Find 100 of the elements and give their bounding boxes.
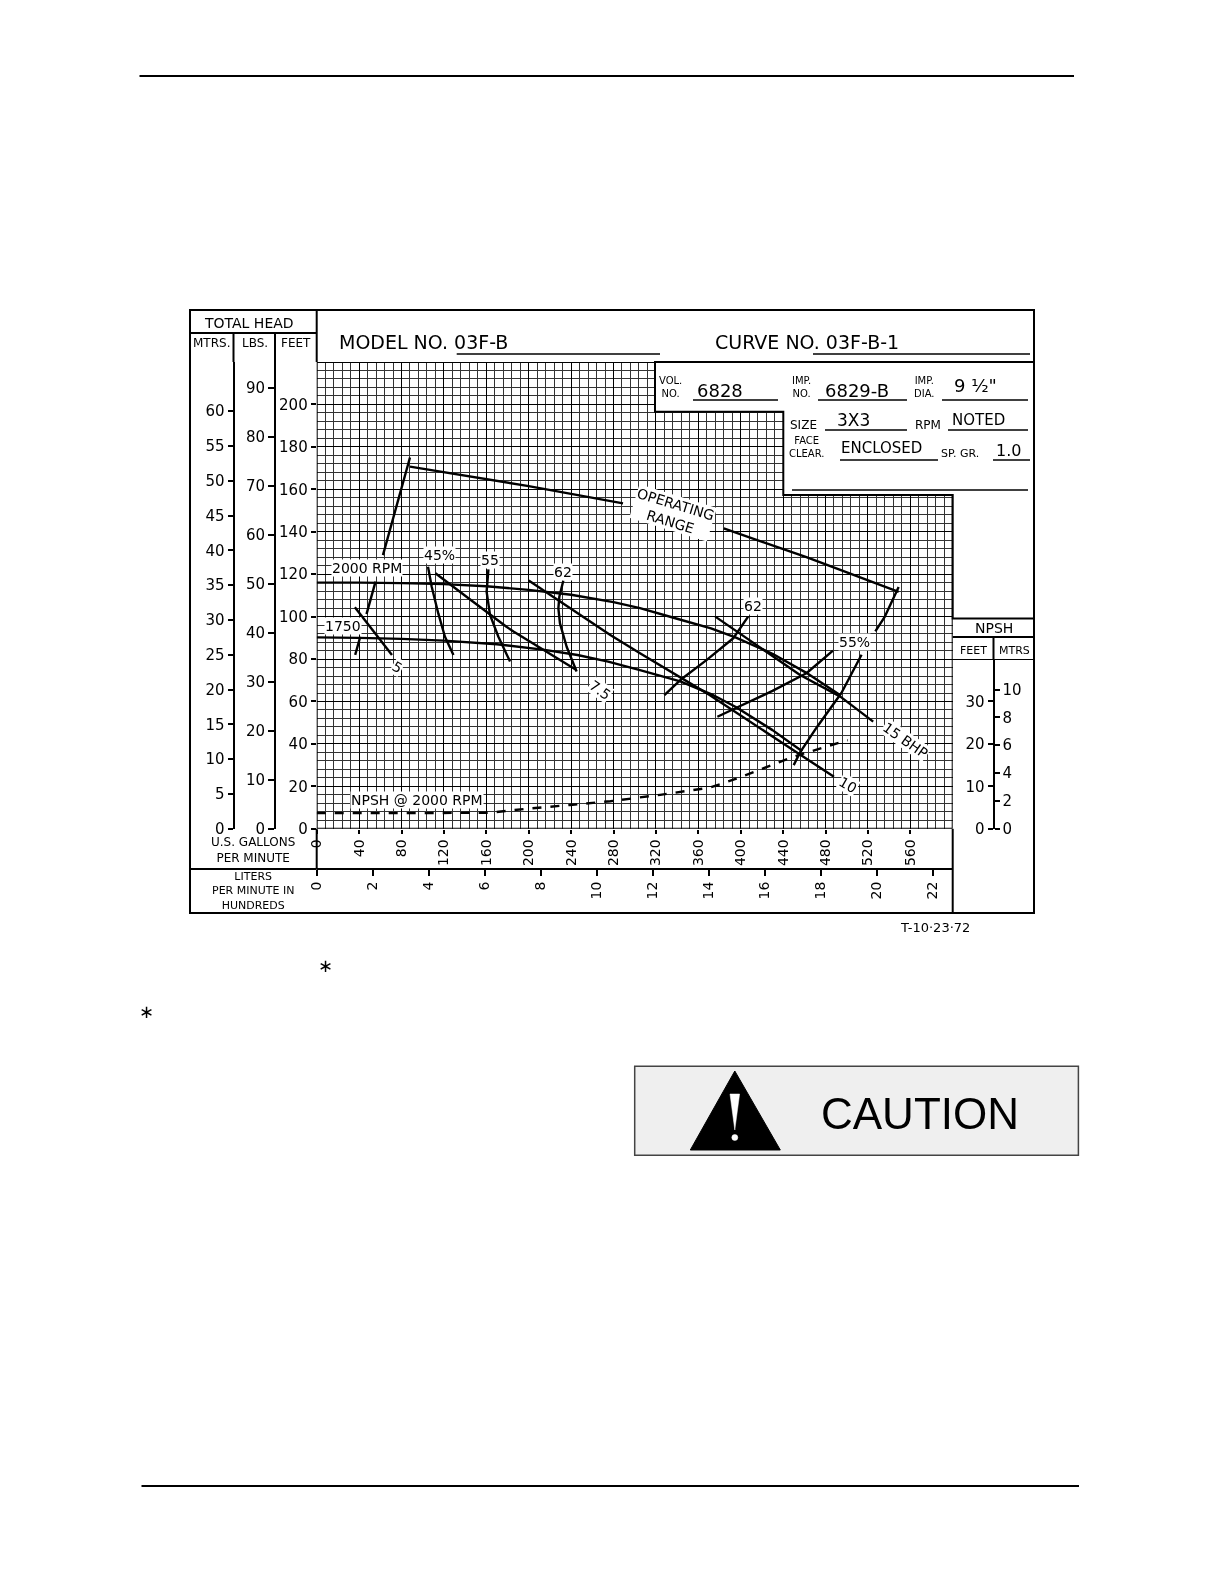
x-tick-label: 560 <box>901 839 918 867</box>
y2-tick-label: 10 <box>1002 680 1022 699</box>
y2-tick-label: 35 <box>205 576 225 595</box>
x2-tick-label: 14 <box>700 881 717 900</box>
annotation: 2000 RPM <box>332 560 403 576</box>
chart-subtitle: CURVE NO. 03F-B-1 <box>715 331 900 353</box>
annotation: NPSH @ 2000 RPM <box>351 792 483 808</box>
y-tick-label: 60 <box>288 692 308 711</box>
y3-tick-label: 40 <box>245 624 265 642</box>
annotation: 62 <box>554 564 572 580</box>
text: NPSH <box>975 620 1014 636</box>
annotation: 62 <box>744 598 762 614</box>
annotation: 5 <box>389 657 406 677</box>
y2-axis-title: MTRS <box>999 644 1030 657</box>
text: CAUTION <box>821 1089 1019 1138</box>
y2-tick-label: 25 <box>205 646 225 665</box>
y2-tick-label: 6 <box>1002 736 1013 755</box>
annotation: 7.5 <box>586 677 614 703</box>
x2-tick-label: 8 <box>532 881 549 891</box>
y3-tick-label: 80 <box>245 427 265 446</box>
annotation: NOTED <box>952 411 1006 429</box>
x2-tick-label: 6 <box>476 881 493 891</box>
x2-tick-label: 10 <box>588 881 605 900</box>
y-tick-label: 160 <box>279 480 308 499</box>
annotation: 6829-B <box>825 380 890 401</box>
x2-tick-label: 0 <box>308 881 325 891</box>
x-tick-label: 440 <box>774 839 791 867</box>
x-tick-label: 160 <box>477 839 494 867</box>
x-tick-label: 360 <box>689 839 706 867</box>
y2-tick-label: 4 <box>1002 764 1013 783</box>
annotation: IMP. NO. <box>792 375 812 399</box>
y3-tick-label: 30 <box>245 673 265 692</box>
x2-tick-label: 18 <box>812 881 829 900</box>
y2-tick-label: 10 <box>205 750 225 769</box>
text: 1.0 <box>996 441 1022 460</box>
x2-tick-label: 16 <box>756 881 773 900</box>
annotation: 6828 <box>697 380 743 401</box>
y2-tick-label: 30 <box>205 611 225 630</box>
y-tick-label: 140 <box>279 523 308 541</box>
y-tick-label: 20 <box>288 777 308 796</box>
x-tick-label: 200 <box>520 839 537 867</box>
y2-tick-label: 20 <box>205 680 225 699</box>
text: TOTAL HEAD <box>204 315 294 331</box>
annotation: RPM <box>915 418 941 432</box>
x-tick-label: 40 <box>350 839 367 858</box>
annotation: FACE CLEAR. <box>789 435 825 459</box>
y-tick-label: 180 <box>279 438 308 457</box>
annotation: VOL. NO. <box>659 375 683 399</box>
y2-tick-label: 15 <box>205 715 225 734</box>
y-tick-label: 80 <box>288 650 308 669</box>
y-axis-title: FEET <box>281 336 312 350</box>
y3-tick-label: 70 <box>245 476 265 495</box>
y-tick-label: 200 <box>279 395 308 414</box>
y3-tick-label: 60 <box>245 525 265 544</box>
y2-tick-label: 60 <box>205 402 225 421</box>
x-tick-label: 400 <box>732 839 749 867</box>
x-tick-label: 280 <box>605 839 622 867</box>
x-tick-label: 240 <box>562 839 579 867</box>
annotation: SIZE <box>790 418 817 432</box>
y-tick-label: 0 <box>298 820 308 839</box>
x2-tick-label: 4 <box>420 881 437 891</box>
y3-axis-title: LBS. <box>242 336 269 350</box>
y2-tick-label: 8 <box>1002 708 1013 727</box>
annotation: ENCLOSED <box>841 439 923 457</box>
annotation: 15 BHP <box>879 719 931 762</box>
x-axis-title: U.S. GALLONS PER MINUTE <box>211 835 296 865</box>
annotation: 45% <box>424 547 456 563</box>
text: T-10·23·72 <box>900 920 971 935</box>
y2-tick-label: 40 <box>205 541 225 560</box>
annotation: 3X3 <box>837 410 871 430</box>
y3-tick-label: 50 <box>245 574 265 593</box>
annotation: IMP. DIA. <box>914 375 935 399</box>
text: ∗ <box>318 955 334 976</box>
y-tick-label: 100 <box>279 607 308 626</box>
y2-tick-label: 50 <box>205 472 225 490</box>
y3-tick-label: 10 <box>245 771 265 790</box>
y2-tick-label: 55 <box>205 437 225 456</box>
text: 9 ½" <box>954 375 997 396</box>
x2-tick-label: 20 <box>868 881 885 900</box>
chart-title: MODEL NO. 03F-B <box>339 331 509 353</box>
y-tick-label: 30 <box>965 692 985 711</box>
y-tick-label: 10 <box>965 777 985 796</box>
annotation: 55 <box>481 552 499 568</box>
y3-tick-label: 90 <box>245 378 265 397</box>
y3-tick-label: 20 <box>245 722 265 741</box>
y2-tick-label: 5 <box>214 785 225 804</box>
x2-axis-title: LITERS PER MINUTE IN HUNDREDS <box>212 870 295 912</box>
x2-tick-label: 12 <box>644 881 661 900</box>
x-tick-label: 120 <box>435 839 452 867</box>
y-tick-label: 20 <box>965 735 985 754</box>
x-tick-label: 320 <box>647 839 664 867</box>
y-axis-title: FEET <box>960 644 988 657</box>
y-tick-label: 120 <box>279 565 308 584</box>
y2-tick-label: 0 <box>1002 820 1013 839</box>
x-tick-label: 80 <box>393 839 410 858</box>
x-tick-label: 520 <box>859 839 876 867</box>
y2-tick-label: 45 <box>205 506 225 525</box>
x2-tick-label: 2 <box>364 881 381 891</box>
annotation: 1750 <box>325 618 361 634</box>
text: ∗ <box>139 1001 155 1022</box>
